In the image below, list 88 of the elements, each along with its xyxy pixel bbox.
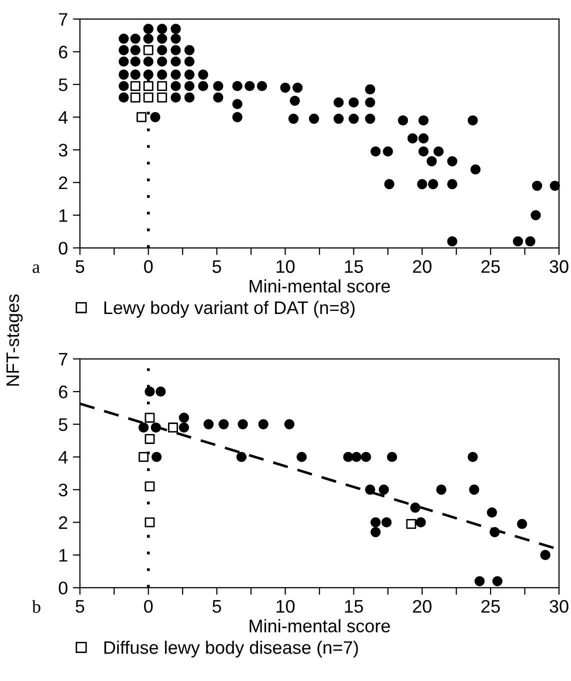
x-tick-label: 25 [481, 600, 500, 613]
point [258, 419, 268, 430]
point [406, 518, 416, 529]
point [284, 419, 294, 430]
y-tick-label: 3 [58, 484, 68, 496]
x-tick-label: 30 [550, 260, 568, 273]
point [150, 422, 161, 433]
point [378, 484, 389, 495]
point [490, 527, 500, 538]
point [144, 386, 155, 397]
y-tick-label: 0 [58, 242, 68, 255]
point [436, 484, 446, 495]
point [386, 452, 398, 462]
y-tick-label: 7 [59, 353, 68, 366]
point [178, 412, 190, 423]
point [157, 92, 168, 102]
point [204, 419, 214, 430]
point [138, 422, 149, 433]
legend-label: Lewy body variant of DAT (n=8) [104, 300, 355, 318]
point [370, 527, 381, 538]
x-tick-label: 10 [276, 260, 295, 273]
point [540, 550, 550, 560]
text: b [32, 600, 40, 613]
y-tick-label: 4 [58, 111, 68, 124]
point [238, 419, 248, 430]
y-tick-label: 5 [58, 78, 68, 92]
point [218, 419, 229, 430]
point [351, 452, 362, 462]
point [144, 412, 155, 423]
point [130, 92, 140, 102]
point [143, 92, 154, 102]
x-axis-title: Mini-mental score [250, 619, 390, 632]
point [486, 507, 498, 518]
x-axis-title: Mini-mental score [250, 279, 390, 293]
x-tick-label: 20 [413, 600, 432, 613]
x-tick-label: 0 [144, 260, 153, 273]
point [469, 484, 480, 495]
y-tick-label: 5 [58, 418, 68, 431]
x-tick-label: 5 [76, 600, 84, 613]
point [365, 484, 376, 495]
point [144, 434, 155, 444]
point [178, 422, 190, 433]
point [157, 81, 168, 92]
point [416, 517, 426, 528]
point [236, 452, 247, 462]
point [474, 576, 485, 586]
point [136, 112, 147, 122]
x-tick-label: 20 [413, 260, 432, 273]
legend-label: Diffuse lewy body disease (n=7) [104, 640, 358, 658]
point [143, 45, 154, 56]
point [143, 81, 154, 92]
x-tick-label: 25 [481, 260, 500, 273]
point [130, 81, 140, 92]
y-tick-label: 4 [58, 451, 68, 464]
y-tick-label: 2 [59, 176, 68, 190]
y-tick-label: 7 [59, 13, 68, 26]
x-tick-label: 5 [76, 260, 84, 273]
point [168, 422, 178, 433]
x-tick-label: 5 [212, 600, 222, 613]
point [138, 452, 149, 462]
point [410, 502, 420, 513]
x-tick-label: 15 [345, 600, 363, 613]
x-tick-label: 30 [550, 600, 568, 613]
y-tick-label: 3 [58, 144, 68, 157]
y-tick-label: 6 [59, 46, 68, 58]
y-tick-label: 1 [59, 209, 68, 222]
y-tick-label: 6 [59, 386, 68, 398]
point [360, 452, 372, 462]
point [296, 452, 307, 462]
point [492, 576, 502, 586]
point [381, 517, 392, 528]
x-tick-label: 10 [276, 600, 295, 613]
x-tick-label: 0 [144, 600, 153, 613]
point [468, 452, 478, 462]
point [156, 386, 166, 397]
point [343, 452, 354, 462]
y-axis-title: NFT-stages [6, 294, 23, 386]
point [144, 517, 155, 528]
y-tick-label: 2 [59, 516, 68, 529]
point [370, 517, 381, 528]
point [144, 481, 155, 492]
x-tick-label: 15 [345, 260, 363, 273]
point [516, 518, 528, 530]
y-tick-label: 0 [58, 582, 68, 594]
y-tick-label: 1 [59, 549, 68, 562]
point [152, 452, 162, 462]
text: a [32, 264, 40, 273]
x-tick-label: 5 [212, 260, 222, 273]
